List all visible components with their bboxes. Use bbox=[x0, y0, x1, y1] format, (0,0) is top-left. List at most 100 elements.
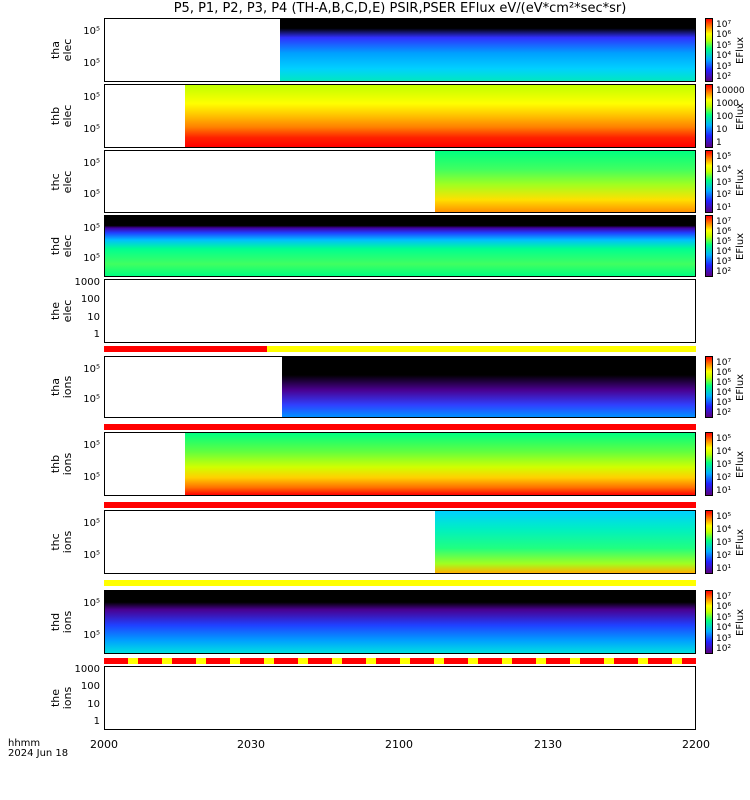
panel-thc-elec bbox=[104, 150, 696, 213]
y-tick: 1 bbox=[93, 716, 100, 727]
spectrogram-fill bbox=[435, 511, 695, 573]
panel-thb-elec bbox=[104, 84, 696, 148]
colorbar bbox=[705, 590, 713, 654]
colorbar-label: EFlux bbox=[735, 608, 746, 636]
colorbar bbox=[705, 356, 713, 418]
colorbar-tick: 10⁴ bbox=[716, 525, 732, 535]
y-tick: 10⁵ bbox=[83, 364, 100, 375]
y-tick: 10⁵ bbox=[83, 26, 100, 37]
colorbar-tick: 10⁴ bbox=[716, 623, 732, 634]
colorbar-tick: 10² bbox=[716, 267, 732, 277]
status-bar bbox=[104, 658, 696, 664]
colorbar-tick: 10³ bbox=[716, 177, 732, 188]
y-tick: 10⁵ bbox=[83, 223, 100, 234]
panel-thd-elec bbox=[104, 215, 696, 277]
colorbar-tick: 10⁷ bbox=[716, 20, 732, 30]
colorbar-label: EFlux bbox=[735, 36, 746, 64]
y-tick: 10⁵ bbox=[83, 518, 100, 529]
colorbar bbox=[705, 215, 713, 277]
y-tick: 1000 bbox=[74, 277, 100, 288]
y-tick: 10⁵ bbox=[83, 253, 100, 264]
colorbar-tick: 10³ bbox=[716, 61, 732, 72]
spectrogram-fill bbox=[435, 151, 695, 212]
colorbar-tick: 10⁶ bbox=[716, 227, 732, 237]
colorbar-tick: 10¹ bbox=[716, 486, 732, 496]
colorbar-tick: 10¹ bbox=[716, 203, 732, 213]
colorbar-tick: 10⁷ bbox=[716, 592, 732, 602]
colorbar-tick: 10¹ bbox=[716, 564, 732, 574]
y-tick: 10 bbox=[87, 698, 100, 710]
colorbar-tick: 10⁵ bbox=[716, 434, 732, 444]
spectrogram-fill bbox=[184, 433, 695, 495]
colorbar-tick: 10⁷ bbox=[716, 358, 732, 368]
colorbar-label: EFlux bbox=[735, 102, 746, 130]
spectrogram-fill bbox=[280, 19, 695, 81]
colorbar-tick: 10⁶ bbox=[716, 368, 732, 378]
y-tick: 10⁵ bbox=[83, 92, 100, 103]
panel-the-elec bbox=[104, 279, 696, 343]
colorbar-tick: 10³ bbox=[716, 257, 732, 267]
panel-tha-elec bbox=[104, 18, 696, 82]
colorbar-tick: 1000 bbox=[716, 99, 739, 109]
colorbar-tick: 10⁵ bbox=[716, 237, 732, 247]
status-bar bbox=[104, 580, 696, 586]
colorbar-tick: 10⁶ bbox=[716, 30, 732, 41]
status-bar bbox=[104, 502, 696, 508]
y-tick: 100 bbox=[80, 294, 100, 306]
colorbar bbox=[705, 150, 713, 213]
colorbar-tick: 10³ bbox=[716, 398, 732, 408]
colorbar bbox=[705, 18, 713, 82]
spectrogram-fill bbox=[184, 85, 695, 147]
colorbar bbox=[705, 510, 713, 574]
y-tick: 1000 bbox=[74, 664, 100, 675]
x-tick-2000: 2000 bbox=[90, 738, 118, 751]
panel-thd-ions bbox=[104, 590, 696, 654]
spectrogram-fill bbox=[105, 216, 695, 276]
spectrogram-fill bbox=[105, 591, 695, 653]
colorbar-tick: 10 bbox=[716, 125, 728, 135]
colorbar-tick: 10³ bbox=[716, 538, 732, 548]
y-tick: 10⁵ bbox=[83, 394, 100, 405]
colorbar bbox=[705, 432, 713, 496]
x-label-date: 2024 Jun 18 bbox=[8, 748, 69, 759]
y-tick: 10⁵ bbox=[83, 440, 100, 451]
colorbar-tick: 1 bbox=[716, 138, 722, 148]
panel-thb-ions bbox=[104, 432, 696, 496]
x-tick-2200: 2200 bbox=[682, 738, 710, 751]
status-bar bbox=[104, 424, 696, 430]
colorbar-tick: 10000 bbox=[716, 86, 745, 96]
y-tick: 10⁵ bbox=[83, 58, 100, 69]
colorbar-label: EFlux bbox=[735, 168, 746, 196]
colorbar-label: EFlux bbox=[735, 528, 746, 556]
panel-thc-ions bbox=[104, 510, 696, 574]
colorbar-tick: 10⁷ bbox=[716, 217, 732, 227]
colorbar-label: EFlux bbox=[735, 373, 746, 401]
colorbar-tick: 10³ bbox=[716, 633, 732, 644]
colorbar-tick: 10⁵ bbox=[716, 612, 732, 623]
colorbar-tick: 10² bbox=[716, 72, 732, 82]
colorbar-tick: 10² bbox=[716, 644, 732, 654]
y-tick: 1 bbox=[93, 329, 100, 340]
y-tick: 100 bbox=[80, 681, 100, 693]
y-tick: 10⁵ bbox=[83, 472, 100, 483]
colorbar bbox=[705, 84, 713, 148]
colorbar-tick: 10⁵ bbox=[716, 152, 732, 162]
colorbar-tick: 10² bbox=[716, 408, 732, 418]
status-bar bbox=[104, 346, 696, 352]
colorbar-tick: 10⁵ bbox=[716, 378, 732, 388]
x-tick-2100: 2100 bbox=[385, 738, 413, 751]
colorbar-tick: 10⁴ bbox=[716, 51, 732, 62]
y-tick: 10⁵ bbox=[83, 158, 100, 169]
y-tick: 10⁵ bbox=[83, 550, 100, 561]
y-tick: 10⁵ bbox=[83, 598, 100, 609]
colorbar-tick: 10² bbox=[716, 190, 732, 201]
y-tick: 10⁵ bbox=[83, 630, 100, 641]
panel-tha-ions bbox=[104, 356, 696, 418]
x-tick-2030: 2030 bbox=[237, 738, 265, 751]
x-tick-2130: 2130 bbox=[534, 738, 562, 751]
y-tick: 10⁵ bbox=[83, 124, 100, 135]
spectrogram-fill bbox=[282, 357, 695, 417]
colorbar-tick: 10⁶ bbox=[716, 602, 732, 613]
colorbar-tick: 10² bbox=[716, 551, 732, 561]
y-tick: 10 bbox=[87, 311, 100, 323]
